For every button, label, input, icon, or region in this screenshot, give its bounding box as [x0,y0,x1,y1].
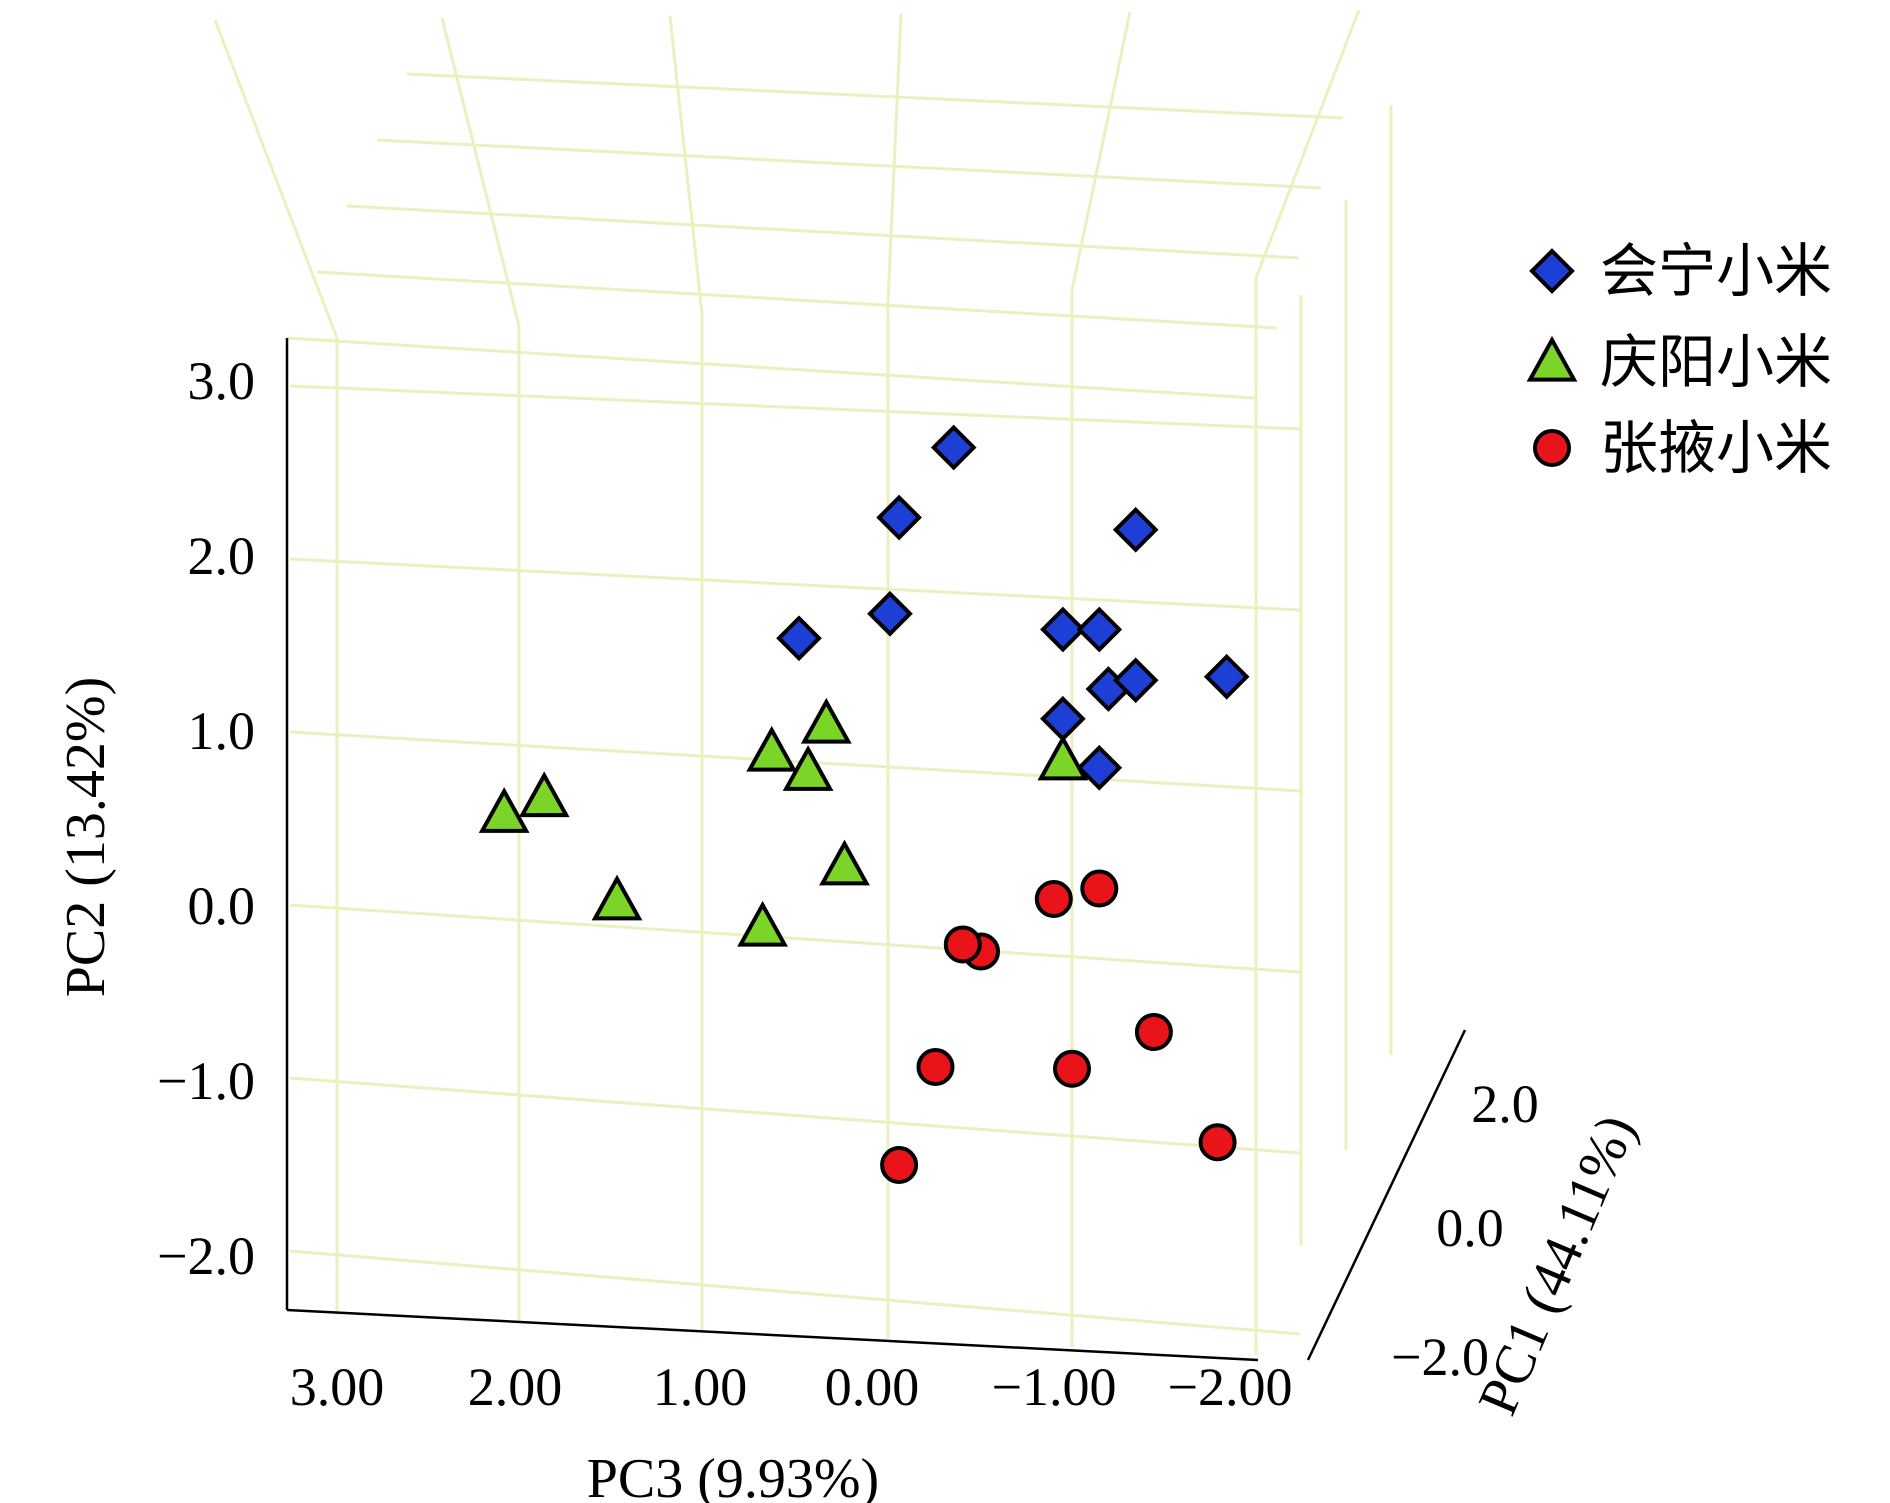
data-points [478,424,1250,1184]
data-point-triangle [819,839,870,886]
y-tick-label: 2.0 [188,526,256,586]
z-tick-label: −2.0 [1391,1327,1489,1387]
data-point-triangle [782,745,834,791]
data-point-triangle [746,725,798,772]
grid-line-top [668,15,704,315]
x-axis-title: PC3 (9.93%) [587,1448,879,1503]
data-point-diamond [1076,744,1123,791]
grid-line-top-plane [346,204,1300,260]
data-point-circle [943,925,982,964]
legend-marker-circle [1533,429,1571,467]
legend-label: 会宁小米 [1600,237,1832,305]
x-tick-label: 2.00 [468,1357,563,1417]
grid-line-top-plane [316,270,1278,330]
x-tick-label: 3.00 [290,1357,385,1417]
y-tick-label: −2.0 [157,1226,255,1286]
tick-labels: 3.0 2.0 1.0 0.0 −1.0 −2.0 3.00 2.00 1.00 0.00 −1.0… [157,351,1539,1417]
grid-line-top-plane [376,138,1322,190]
axis-lines [285,338,1467,1362]
grid-line-top-plane [406,72,1344,120]
data-point-triangle [737,900,788,947]
data-point-circle [1080,869,1119,908]
legend-marker-diamond [1529,248,1575,294]
grid-line-top [440,17,521,327]
data-point-circle [1034,880,1073,918]
data-point-diamond [1040,606,1086,653]
grid-line-horizontal [289,730,1301,793]
data-point-circle [1134,1013,1173,1051]
x-tick-label: −1.00 [992,1357,1117,1417]
z-axis-line [1306,1029,1467,1361]
legend-marker-triangle [1526,335,1578,382]
grid-lines [213,9,1393,1355]
data-point-diamond [867,590,913,637]
data-point-diamond [876,494,922,541]
z-tick-label: 0.0 [1436,1198,1504,1258]
data-point-circle [916,1048,955,1086]
data-point-diamond [1040,695,1086,742]
data-point-diamond [1112,657,1159,704]
y-tick-label: 0.0 [188,876,256,936]
x-axis-line [286,1308,1259,1362]
y-axis-title: PC2 (13.42%) [55,677,117,997]
grid-line-top [213,19,339,339]
z-axis-title: PC1 (44.11%) [1467,1106,1648,1423]
legend-label: 张掖小米 [1600,414,1832,482]
legend-label: 庆阳小米 [1600,328,1832,396]
data-point-circle [1198,1123,1237,1162]
grid-line-horizontal [289,557,1301,612]
data-point-diamond [776,615,822,662]
grid-line-horizontal [289,1076,1301,1155]
data-point-triangle [478,787,530,833]
y-tick-label: −1.0 [157,1051,255,1111]
grid-line-top [1254,9,1361,279]
data-point-triangle [800,697,852,744]
x-tick-label: 1.00 [653,1357,748,1417]
data-point-diamond [930,424,977,471]
grid-line-top-plane [286,336,1256,400]
grid-line-top [1070,11,1132,291]
data-point-circle [1053,1049,1091,1088]
grid-line-horizontal [289,1249,1301,1336]
y-tick-label: 1.0 [188,701,256,761]
grid-line-top [886,13,903,303]
grid-line-horizontal [289,384,1301,431]
grid-line-horizontal [289,903,1301,974]
y-tick-label: 3.0 [188,351,256,411]
data-point-circle [880,1146,919,1184]
data-point-triangle [591,874,643,921]
x-tick-label: 0.00 [825,1357,920,1417]
data-point-diamond [1076,606,1123,653]
data-point-diamond [1203,653,1250,700]
data-point-triangle [1037,734,1089,781]
data-point-diamond [1112,506,1159,553]
data-point-triangle [518,771,570,818]
z-tick-label: 2.0 [1471,1074,1539,1134]
x-tick-label: −2.00 [1168,1357,1293,1417]
